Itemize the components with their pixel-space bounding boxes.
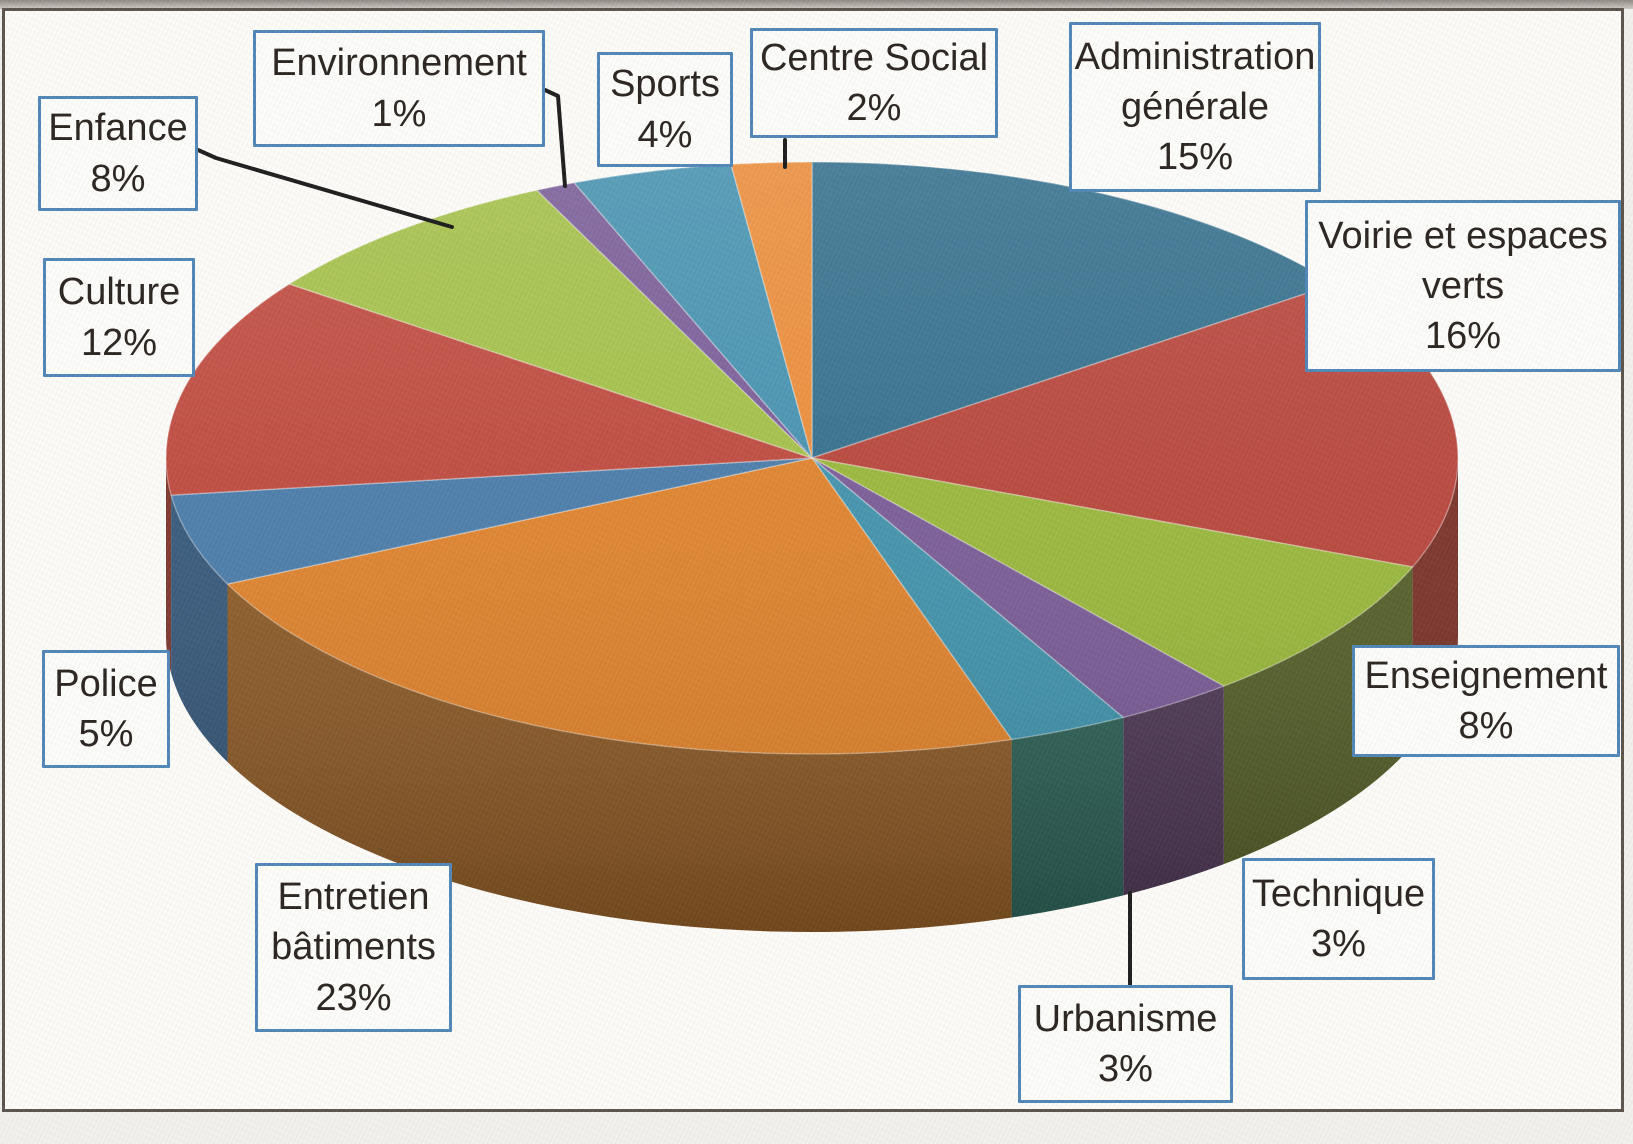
scan-edge-strip <box>0 0 1633 9</box>
slice-percentage: 15% <box>1156 136 1234 179</box>
label-box-administration-generale: Administration générale 15% <box>1069 22 1321 192</box>
label-box-entretien-batiments: Entretien bâtiments 23% <box>255 863 452 1032</box>
slice-percentage: 1% <box>371 92 427 135</box>
slice-percentage: 12% <box>80 321 158 364</box>
slice-label-text: Urbanisme <box>1033 997 1218 1040</box>
slice-label-text: générale <box>1121 85 1269 128</box>
slice-label-text: Enfance <box>48 107 188 150</box>
label-box-voirie-et-espaces-verts: Voirie et espaces verts 16% <box>1305 200 1621 372</box>
slice-label-text: Voirie et espaces <box>1318 214 1608 257</box>
slice-label-text: Police <box>54 662 158 705</box>
label-box-centre-social: Centre Social 2% <box>750 28 998 138</box>
label-box-enfance: Enfance 8% <box>38 96 198 211</box>
slice-label-text: Environnement <box>271 42 527 85</box>
slice-percentage: 8% <box>90 157 146 200</box>
slice-percentage: 3% <box>1098 1048 1153 1090</box>
label-box-urbanisme: Urbanisme 3% <box>1018 985 1233 1103</box>
label-box-technique: Technique 3% <box>1242 858 1435 980</box>
pie-rim-shading <box>166 458 1458 932</box>
leader-line-environnement <box>543 88 567 188</box>
slice-label-text: Administration <box>1074 35 1316 78</box>
leader-line-enfance <box>196 148 454 229</box>
slice-percentage: 16% <box>1424 315 1502 358</box>
slice-percentage: 3% <box>1311 923 1366 965</box>
slice-label-text: Centre Social <box>759 36 989 79</box>
slice-percentage: 23% <box>315 976 392 1019</box>
label-box-sports: Sports 4% <box>597 52 733 167</box>
slice-percentage: 5% <box>78 713 134 755</box>
label-box-environnement: Environnement 1% <box>253 30 545 147</box>
slice-label-text: Culture <box>57 271 181 314</box>
label-box-enseignement: Enseignement 8% <box>1352 645 1620 757</box>
label-box-culture: Culture 12% <box>43 258 195 377</box>
slice-percentage: 4% <box>637 113 693 156</box>
pie-top-shading <box>166 162 1458 754</box>
label-box-police: Police 5% <box>42 650 170 768</box>
slice-label-text: bâtiments <box>271 926 436 969</box>
slice-label-text: Enseignement <box>1364 654 1608 697</box>
slice-label-text: verts <box>1421 264 1505 307</box>
slice-label-text: Sports <box>610 63 720 106</box>
slice-label-text: Entretien <box>277 876 430 919</box>
slice-label-text: Technique <box>1251 872 1426 915</box>
slice-percentage: 2% <box>846 87 902 129</box>
slice-percentage: 8% <box>1458 705 1514 747</box>
